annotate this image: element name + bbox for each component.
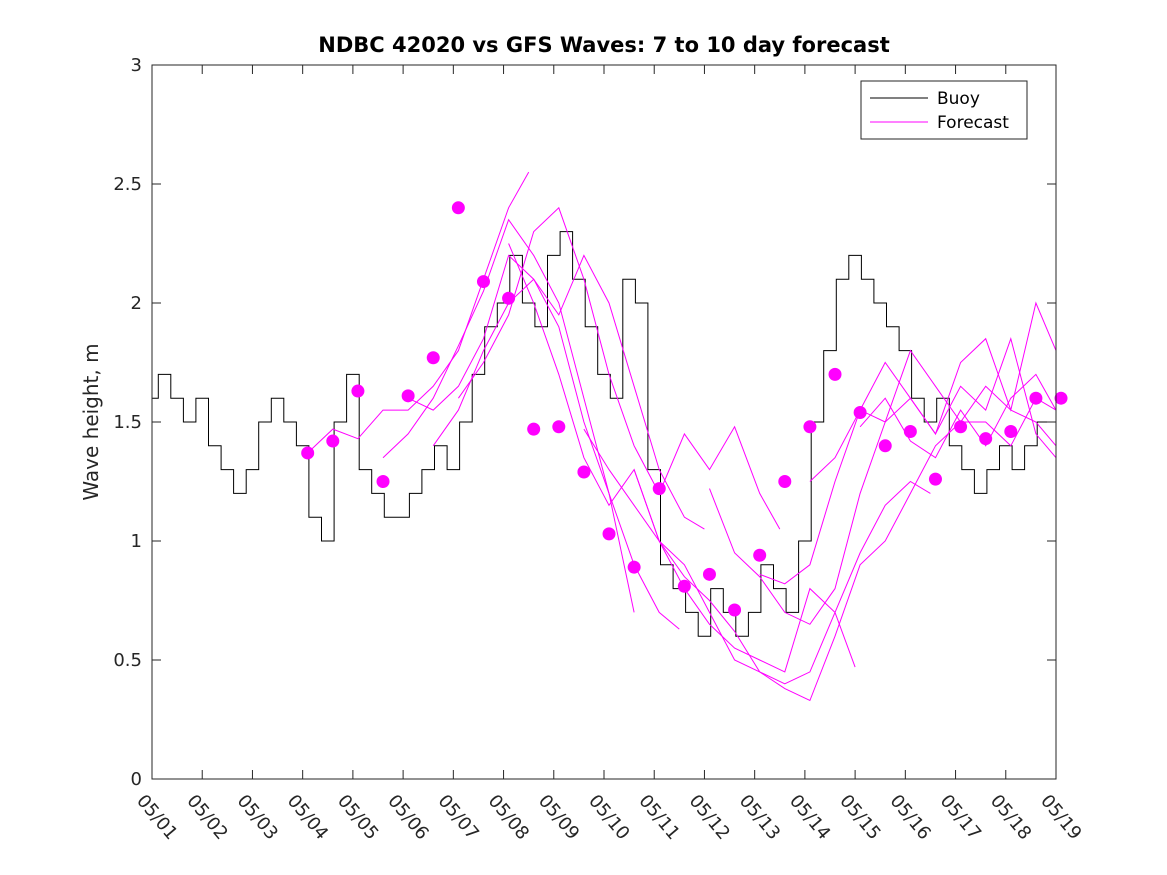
buoy-series-line [152,231,1056,637]
x-tick-label: 05/02 [182,791,231,844]
x-tick-label: 05/06 [383,791,432,844]
forecast-point [552,420,566,434]
forecast-point [577,465,591,479]
forecast-point [627,560,641,574]
forecast-line-11 [809,336,1057,482]
forecast-point [878,439,892,453]
forecast-line-2 [382,218,635,613]
forecast-point [903,425,917,439]
forecast-line-3 [407,254,680,630]
forecast-point [401,389,415,403]
forecast-point [1004,425,1018,439]
x-tick-label: 05/16 [886,791,935,844]
chart-title: NDBC 42020 vs GFS Waves: 7 to 10 day for… [318,33,889,57]
plot-background [152,65,1056,779]
forecast-point [753,548,767,562]
forecast-point [928,472,942,486]
x-tick-label: 05/03 [233,791,282,844]
forecast-point [803,420,817,434]
forecast-point [778,475,792,488]
forecast-point [1054,391,1068,405]
forecast-point [828,367,842,381]
y-tick-label: 1 [131,531,142,552]
legend-label-buoy: Buoy [937,89,980,109]
y-tick-label: 0 [131,769,142,790]
forecast-point [351,384,365,398]
forecast-point [652,482,666,496]
forecast-point [476,275,490,289]
forecast-point [426,351,440,365]
forecast-point [853,405,867,419]
y-tick-label: 1.5 [113,412,142,433]
forecast-point [451,201,465,215]
forecast-point [326,434,340,448]
x-tick-label: 05/14 [785,791,834,844]
forecast-point [954,420,968,434]
legend-box [860,80,1028,140]
forecast-line-1 [307,171,530,454]
x-tick-label: 05/01 [132,791,181,844]
forecast-point [301,446,315,460]
y-tick-label: 2.5 [113,174,142,195]
forecast-point [728,603,742,617]
forecast-point [677,579,691,593]
forecast-line-4 [432,254,705,530]
y-tick-label: 3 [131,55,142,76]
x-tick-label: 05/18 [986,791,1035,844]
forecast-point [702,567,716,581]
y-tick-label: 0.5 [113,650,142,671]
y-tick-label: 2 [131,293,142,314]
forecast-point [979,432,993,446]
x-tick-label: 05/13 [735,791,784,844]
legend: Buoy Forecast [860,80,1028,140]
x-tick-label: 05/17 [936,791,985,844]
forecast-point [376,475,390,488]
legend-label-forecast: Forecast [937,113,1009,133]
x-tick-label: 05/12 [685,791,734,844]
forecast-point [502,291,516,305]
forecast-point [1029,391,1043,405]
x-tick-label: 05/04 [283,791,332,844]
y-axis-label: Wave height, m [79,343,103,500]
x-tick-label: 05/07 [434,791,483,844]
forecast-line-8 [633,397,1057,702]
forecast-point [602,527,616,541]
forecast-point [527,422,541,436]
plot-area [152,65,1068,779]
forecast-line-12 [859,373,1057,459]
x-tick-label: 05/10 [584,791,633,844]
x-tick-label: 05/11 [634,791,683,844]
x-tick-label: 05/15 [835,791,884,844]
x-tick-label: 05/05 [333,791,382,844]
x-tick-label: 05/19 [1036,791,1085,844]
x-tick-label: 05/09 [534,791,583,844]
x-tick-label: 05/08 [484,791,533,844]
